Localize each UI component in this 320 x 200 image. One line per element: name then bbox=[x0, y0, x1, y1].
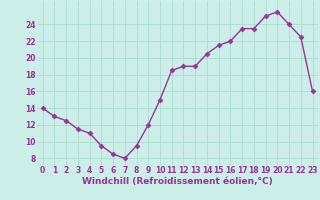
X-axis label: Windchill (Refroidissement éolien,°C): Windchill (Refroidissement éolien,°C) bbox=[82, 177, 273, 186]
